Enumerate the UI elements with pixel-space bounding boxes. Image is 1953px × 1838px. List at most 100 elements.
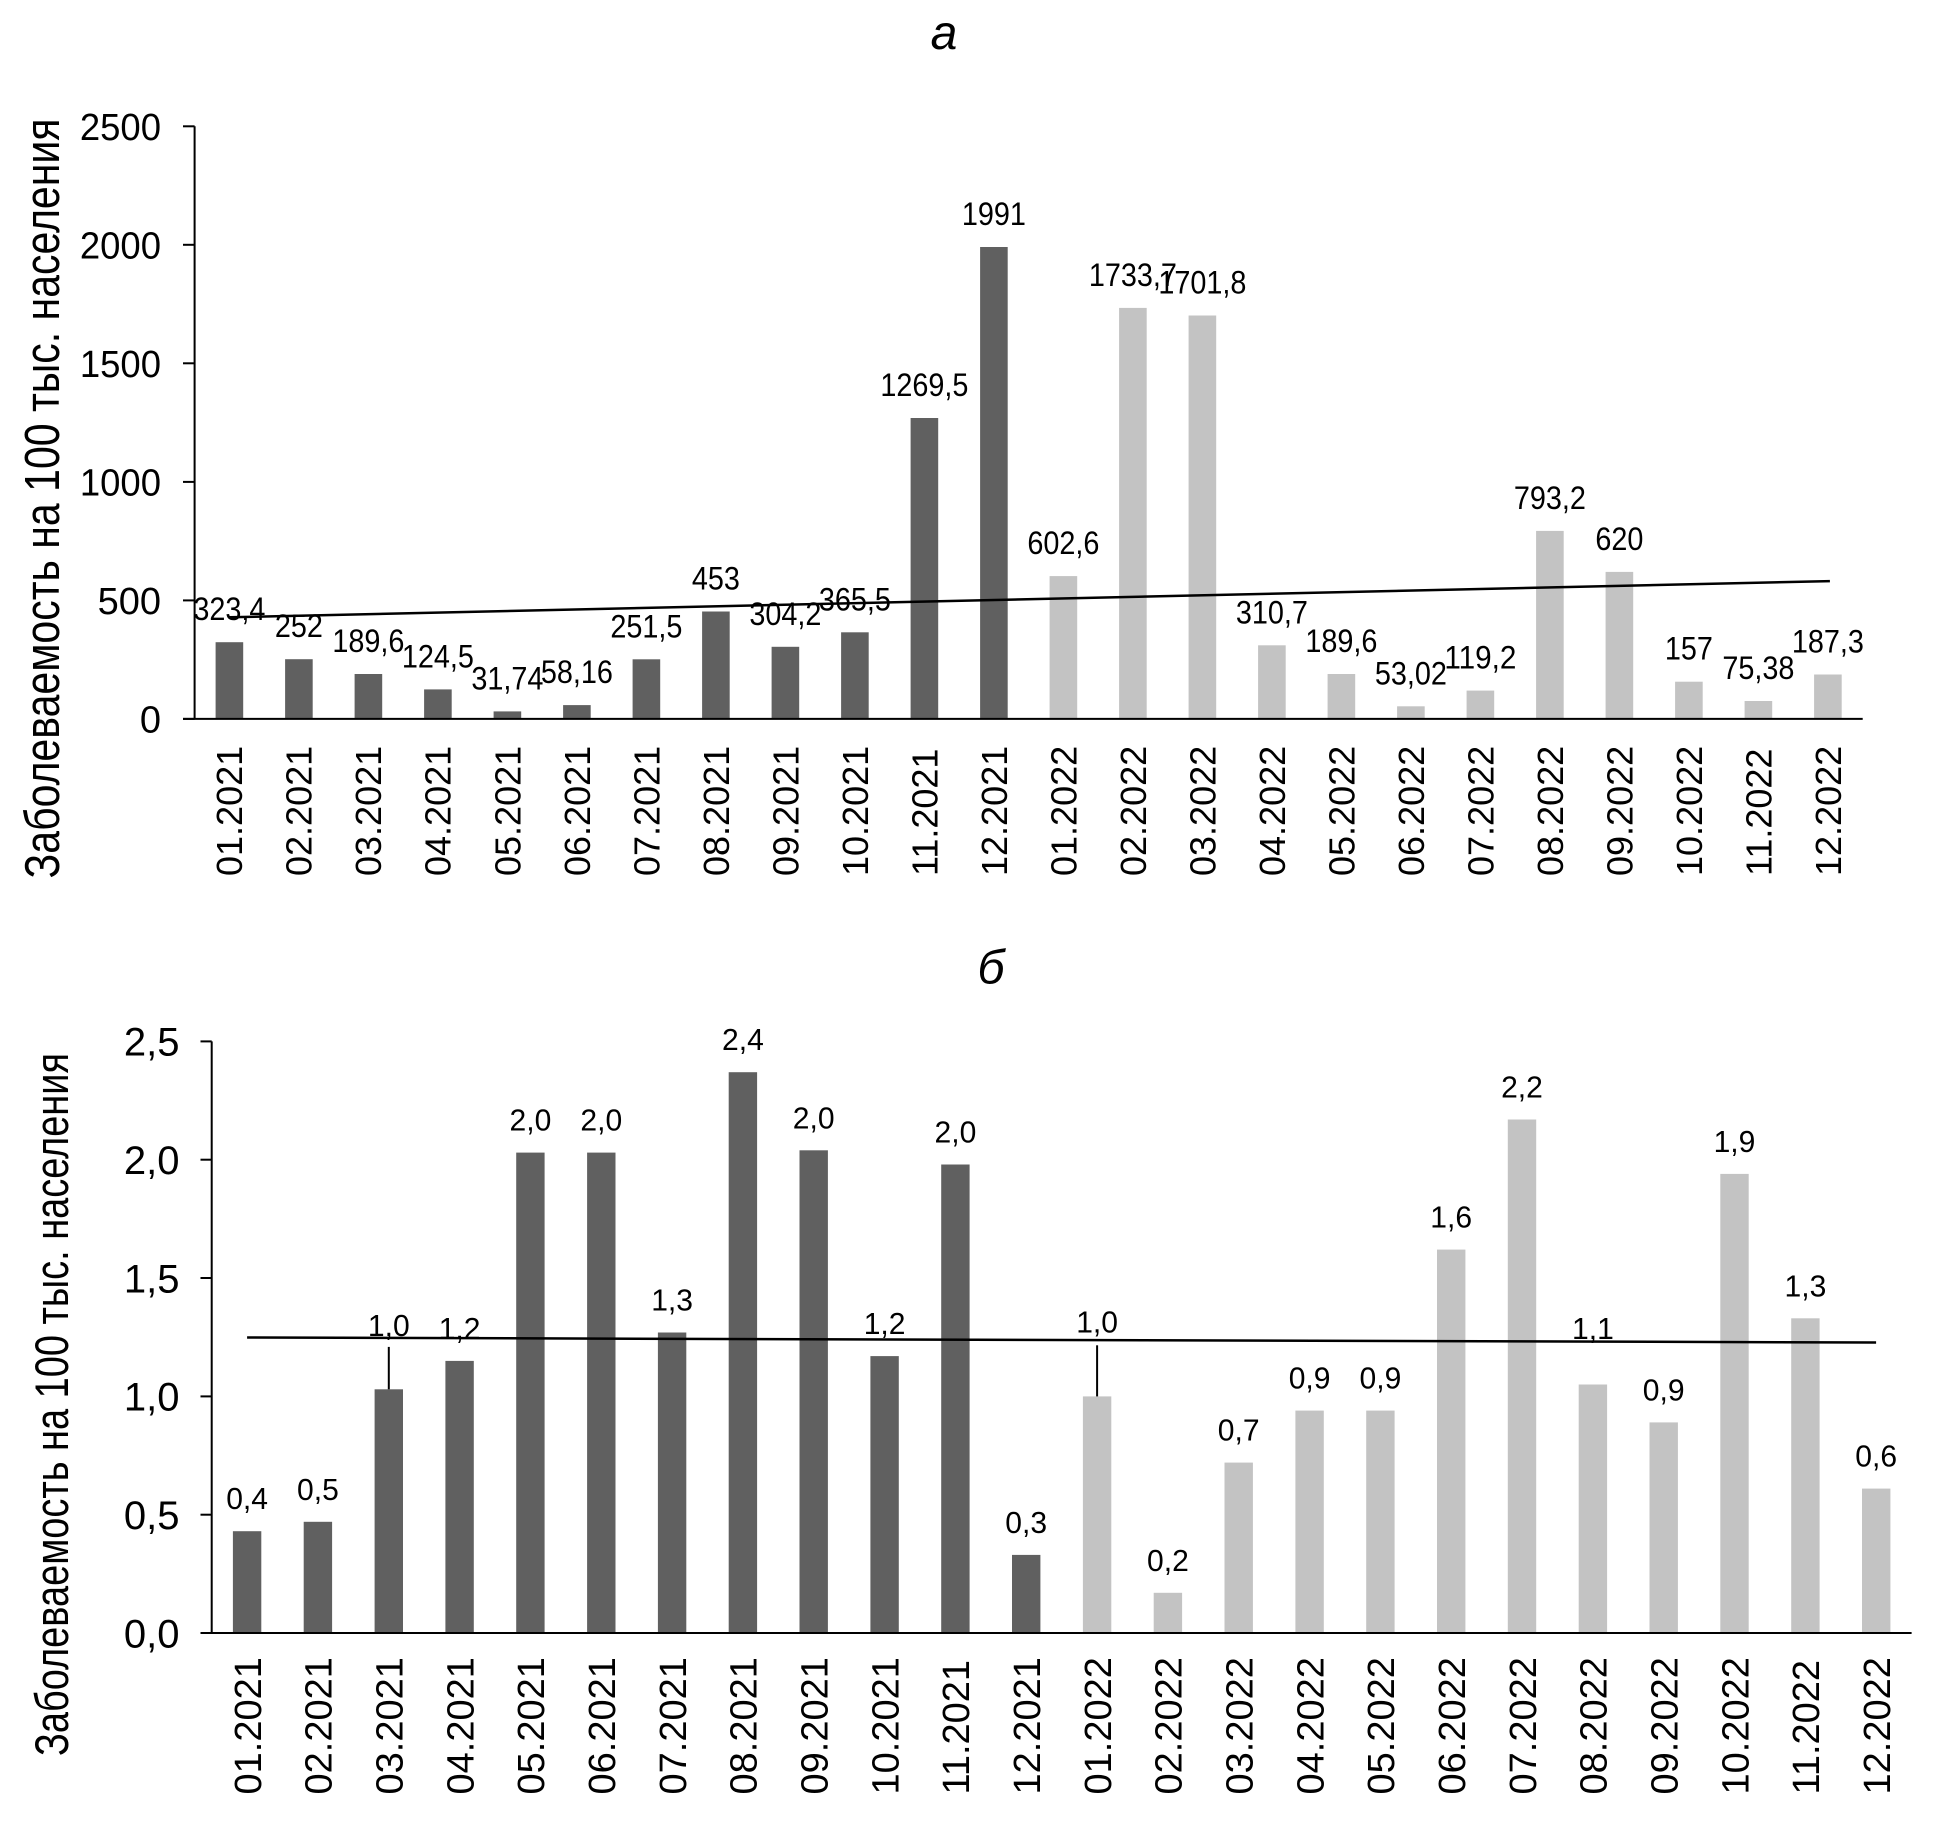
svg-text:06.2022: 06.2022 [1432,1657,1474,1794]
svg-text:07.2022: 07.2022 [1503,1657,1545,1794]
svg-text:75,38: 75,38 [1722,650,1794,686]
svg-text:2,0: 2,0 [580,1103,622,1138]
svg-text:187,3: 187,3 [1792,624,1864,660]
svg-text:03.2022: 03.2022 [1220,1657,1262,1794]
svg-text:0,5: 0,5 [124,1494,180,1538]
svg-text:07.2021: 07.2021 [626,746,667,876]
svg-text:08.2022: 08.2022 [1574,1657,1616,1794]
svg-text:04.2021: 04.2021 [418,746,459,876]
svg-text:365,5: 365,5 [819,581,891,617]
svg-text:0,9: 0,9 [1289,1361,1331,1396]
svg-text:2000: 2000 [80,225,161,267]
svg-text:1,0: 1,0 [1076,1305,1118,1340]
svg-text:11.2022: 11.2022 [1738,749,1779,876]
svg-text:09.2021: 09.2021 [795,1657,837,1794]
svg-text:02.2021: 02.2021 [279,746,320,876]
svg-text:0,3: 0,3 [1005,1505,1047,1540]
svg-text:03.2021: 03.2021 [348,746,389,876]
svg-text:01.2021: 01.2021 [209,746,250,876]
svg-text:Заболеваемость на 100 тыс. нас: Заболеваемость на 100 тыс. населения [25,1053,78,1756]
svg-text:01.2022: 01.2022 [1043,746,1084,876]
svg-text:2,0: 2,0 [510,1103,552,1138]
svg-text:04.2022: 04.2022 [1290,1657,1332,1794]
svg-text:793,2: 793,2 [1514,480,1586,516]
svg-text:2,0: 2,0 [793,1100,835,1135]
svg-text:58,16: 58,16 [541,654,613,690]
svg-text:1701,8: 1701,8 [1158,265,1246,301]
svg-text:0,2: 0,2 [1147,1543,1189,1578]
svg-text:1,1: 1,1 [1572,1311,1614,1346]
svg-text:09.2021: 09.2021 [765,746,806,876]
svg-text:12.2022: 12.2022 [1808,746,1849,876]
svg-text:04.2022: 04.2022 [1252,746,1293,876]
svg-text:1991: 1991 [962,196,1026,232]
svg-text:31,74: 31,74 [471,660,543,696]
svg-text:02.2022: 02.2022 [1113,746,1154,876]
svg-text:0,0: 0,0 [124,1612,180,1656]
svg-text:07.2021: 07.2021 [653,1657,695,1794]
svg-text:1,0: 1,0 [124,1376,180,1420]
svg-text:06.2021: 06.2021 [582,1657,624,1794]
svg-text:05.2021: 05.2021 [511,1657,553,1794]
svg-text:453: 453 [692,561,740,597]
svg-text:2,2: 2,2 [1501,1070,1543,1105]
svg-text:1000: 1000 [80,463,161,505]
svg-text:11.2022: 11.2022 [1786,1660,1828,1795]
svg-text:08.2021: 08.2021 [696,746,737,876]
svg-text:12.2021: 12.2021 [1007,1657,1049,1794]
svg-text:2,0: 2,0 [935,1115,977,1150]
svg-text:189,6: 189,6 [1305,623,1377,659]
svg-text:1733,7: 1733,7 [1089,257,1177,293]
svg-text:0,4: 0,4 [226,1481,268,1516]
svg-text:2,0: 2,0 [124,1139,180,1183]
svg-text:08.2021: 08.2021 [724,1657,766,1794]
svg-text:03.2021: 03.2021 [370,1657,412,1794]
svg-text:06.2021: 06.2021 [557,746,598,876]
svg-text:1,3: 1,3 [651,1283,693,1318]
svg-text:252: 252 [275,608,323,644]
svg-text:0,5: 0,5 [297,1472,339,1507]
svg-text:119,2: 119,2 [1444,640,1516,676]
svg-text:1500: 1500 [80,344,161,386]
svg-text:1,5: 1,5 [124,1257,180,1301]
svg-text:1,2: 1,2 [864,1306,906,1341]
svg-text:12.2022: 12.2022 [1857,1657,1899,1794]
svg-text:09.2022: 09.2022 [1599,746,1640,876]
svg-text:0,6: 0,6 [1855,1439,1897,1474]
svg-text:04.2021: 04.2021 [440,1657,482,1794]
svg-text:251,5: 251,5 [610,608,682,644]
svg-text:189,6: 189,6 [332,623,404,659]
svg-text:10.2022: 10.2022 [1669,746,1710,876]
svg-text:0: 0 [140,700,161,742]
svg-text:09.2022: 09.2022 [1645,1657,1687,1794]
svg-text:06.2022: 06.2022 [1391,746,1432,876]
svg-text:02.2022: 02.2022 [1149,1657,1191,1794]
svg-text:1269,5: 1269,5 [880,367,968,403]
svg-text:05.2022: 05.2022 [1321,746,1362,876]
svg-text:124,5: 124,5 [402,638,474,674]
svg-text:1,2: 1,2 [439,1311,481,1346]
svg-text:500: 500 [98,581,161,623]
svg-text:157: 157 [1665,631,1713,667]
svg-text:1,6: 1,6 [1430,1200,1472,1235]
svg-text:05.2022: 05.2022 [1361,1657,1403,1794]
svg-text:Заболеваемость на 100 тыс. нас: Заболеваемость на 100 тыс. населения [16,119,70,879]
svg-text:0,9: 0,9 [1360,1361,1402,1396]
svg-text:10.2021: 10.2021 [865,1657,907,1794]
svg-text:12.2021: 12.2021 [974,746,1015,876]
svg-text:1,9: 1,9 [1714,1124,1756,1159]
svg-text:310,7: 310,7 [1236,594,1308,630]
svg-text:02.2021: 02.2021 [299,1657,341,1794]
svg-text:1,0: 1,0 [368,1308,410,1343]
svg-text:1,3: 1,3 [1785,1268,1827,1303]
svg-text:11.2021: 11.2021 [904,749,945,876]
svg-text:б: б [978,941,1007,994]
svg-text:10.2021: 10.2021 [835,746,876,876]
svg-text:а: а [931,7,958,60]
svg-text:2,5: 2,5 [124,1021,180,1065]
svg-text:01.2022: 01.2022 [1078,1657,1120,1794]
svg-text:03.2022: 03.2022 [1182,746,1223,876]
svg-text:11.2021: 11.2021 [936,1660,978,1795]
svg-text:2500: 2500 [80,107,161,149]
svg-text:08.2022: 08.2022 [1530,746,1571,876]
